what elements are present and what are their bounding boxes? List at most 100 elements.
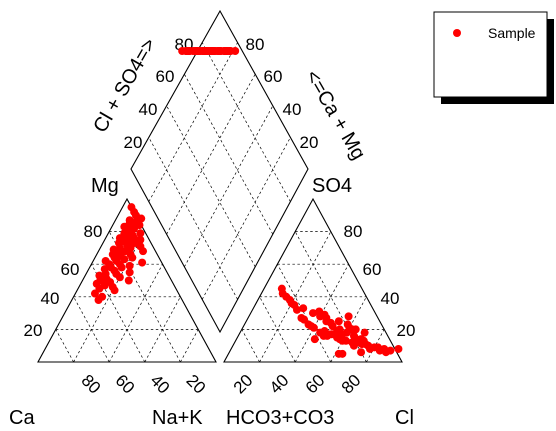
- data-point-diamond: [223, 47, 232, 55]
- data-point-cation: [124, 276, 133, 285]
- data-point-cation: [136, 229, 145, 238]
- tick-label-cation-bottom: 80: [77, 371, 104, 398]
- data-point-cation: [90, 289, 99, 298]
- tick-label-cation-mg: 20: [24, 321, 43, 340]
- label-nak: Na+K: [152, 407, 203, 429]
- tick-label-anion-so4: 60: [363, 260, 382, 279]
- legend-label: Sample: [488, 25, 536, 41]
- grid-line-cation: [180, 329, 199, 363]
- data-point-anion: [277, 284, 286, 293]
- tick-label-diamond-right: 20: [300, 133, 319, 152]
- data-point-diamond: [231, 47, 240, 55]
- data-point-anion: [287, 299, 296, 308]
- data-point-anion: [344, 312, 353, 321]
- tick-label-diamond-right: 60: [264, 67, 283, 86]
- sample-points: [90, 47, 403, 358]
- data-point-anion: [351, 325, 360, 334]
- data-point-anion: [394, 344, 403, 353]
- data-point-anion: [299, 304, 308, 313]
- label-ca: Ca: [9, 407, 35, 429]
- anion-triangle: [223, 197, 403, 363]
- grid-line-anion: [366, 329, 385, 363]
- data-point-diamond: [185, 47, 194, 55]
- data-point-cation: [125, 261, 134, 270]
- data-point-anion: [338, 330, 347, 339]
- label-hco3: HCO3+CO3: [226, 407, 334, 429]
- tick-label-diamond-left: 40: [139, 100, 158, 119]
- tick-label-cation-bottom: 40: [146, 371, 173, 398]
- label-cl: Cl: [395, 407, 414, 429]
- tick-label-anion-so4: 20: [397, 321, 416, 340]
- label-so4: SO4: [312, 175, 352, 197]
- tick-label-anion-so4: 40: [381, 289, 400, 308]
- data-point-diamond: [207, 47, 216, 55]
- data-point-cation: [138, 258, 147, 267]
- grid-lines: [55, 42, 385, 363]
- tick-label-diamond-left: 20: [124, 133, 143, 152]
- data-point-anion: [334, 317, 343, 326]
- data-point-anion: [309, 309, 317, 318]
- tick-label-anion-bottom: 60: [302, 371, 329, 398]
- data-point-anion: [322, 313, 331, 322]
- tick-label-anion-bottom: 40: [266, 371, 293, 398]
- grid-line-cation: [144, 296, 181, 363]
- data-point-anion: [357, 348, 366, 357]
- triangle-outlines: [37, 9, 403, 363]
- data-point-anion: [338, 336, 347, 345]
- grid-line-diamond: [148, 42, 238, 202]
- tick-label-cation-bottom: 60: [111, 371, 138, 398]
- grid-line-cation: [91, 264, 146, 363]
- data-point-cation: [139, 247, 148, 256]
- cation-triangle: [37, 197, 217, 363]
- data-point-anion: [292, 305, 301, 314]
- grid-line-diamond: [166, 105, 256, 267]
- tick-label-anion-so4: 80: [344, 222, 363, 241]
- data-point-cation: [128, 253, 137, 262]
- grid-line-diamond: [184, 74, 274, 235]
- data-point-cation: [125, 268, 134, 277]
- tick-label-diamond-left: 60: [156, 67, 175, 86]
- data-point-anion: [282, 292, 291, 301]
- data-point-anion: [310, 335, 319, 344]
- data-point-anion: [373, 343, 382, 352]
- tick-label-cation-mg: 60: [61, 260, 80, 279]
- legend-marker: [453, 29, 461, 37]
- tick-label-diamond-right: 40: [283, 100, 302, 119]
- data-point-cation: [115, 273, 124, 282]
- legend: Sample: [433, 11, 554, 104]
- data-point-cation: [94, 296, 103, 305]
- data-point-anion: [323, 331, 332, 340]
- grid-line-anion: [277, 264, 332, 363]
- grid-line-diamond: [201, 137, 291, 300]
- data-point-anion: [360, 328, 369, 337]
- grid-line-diamond: [201, 42, 291, 202]
- label-diamond-left: Cl + SO4=>: [89, 35, 161, 137]
- data-point-cation: [110, 286, 119, 295]
- data-point-anion: [364, 341, 373, 350]
- data-point-diamond: [199, 47, 208, 55]
- tick-label-cation-mg: 80: [84, 222, 103, 241]
- grid-line-anion: [241, 329, 260, 363]
- data-point-anion: [380, 344, 389, 353]
- grid-line-diamond: [166, 74, 256, 235]
- data-point-anion: [386, 346, 395, 355]
- data-point-anion: [307, 322, 316, 331]
- tick-label-anion-bottom: 20: [230, 371, 257, 398]
- diamond: [130, 9, 309, 334]
- tick-label-anion-bottom: 80: [338, 371, 365, 398]
- data-point-cation: [117, 263, 126, 272]
- tick-label-cation-bottom: 20: [182, 371, 209, 398]
- label-mg: Mg: [91, 175, 119, 197]
- tick-label-diamond-right: 80: [246, 35, 265, 54]
- data-point-diamond: [214, 47, 223, 55]
- data-point-anion: [334, 349, 343, 358]
- grid-line-cation: [73, 296, 110, 363]
- grid-line-diamond: [184, 105, 274, 267]
- tick-label-cation-mg: 40: [41, 289, 60, 308]
- grid-line-cation: [55, 329, 74, 363]
- data-point-anion: [349, 341, 358, 350]
- data-point-anion: [345, 323, 354, 332]
- grid-line-anion: [259, 296, 296, 363]
